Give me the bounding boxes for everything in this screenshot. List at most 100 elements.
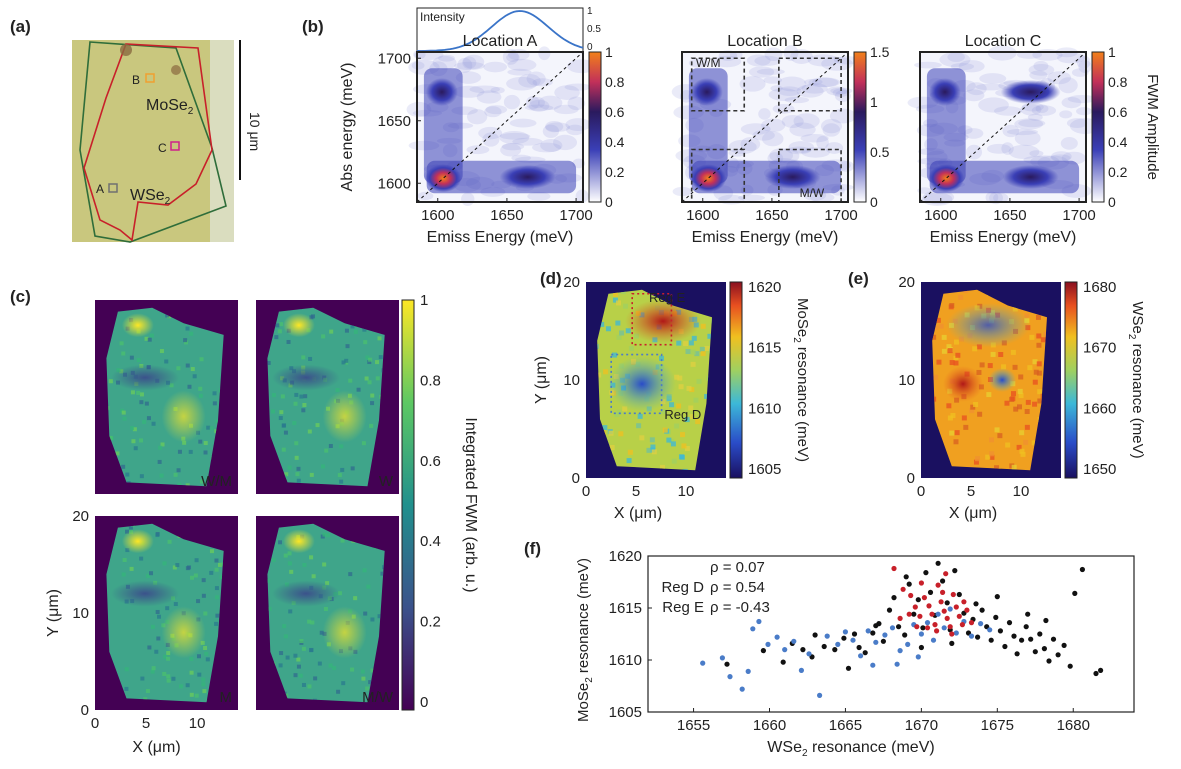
flake-pixel (321, 334, 326, 339)
flake-pixel (682, 468, 688, 471)
flake-pixel (1016, 444, 1022, 450)
y-tick-label: 10 (898, 372, 915, 389)
flake-pixel (700, 351, 706, 357)
scatter-point (924, 620, 931, 626)
region-box (690, 57, 746, 112)
map-texture (1014, 118, 1044, 130)
legend: ρ = 0.07 Reg D ρ = 0.54 Reg E ρ = -0.43 (661, 559, 769, 616)
flake-pixel (1043, 331, 1047, 337)
map-texture (490, 86, 505, 94)
flake-pixel (122, 558, 127, 563)
map-texture (511, 154, 531, 162)
map-texture (553, 134, 578, 151)
scatter-point (947, 624, 953, 630)
flake-pixel (361, 676, 366, 681)
micrograph-edge (210, 40, 234, 242)
map-texture (770, 85, 783, 92)
scatter-point (935, 611, 941, 617)
flake-pixel (660, 409, 666, 415)
flake-pixel (182, 440, 187, 445)
scatter-point (724, 661, 730, 667)
map-texture (1066, 118, 1088, 129)
scatter-point (968, 620, 975, 626)
flake-pixel (637, 413, 643, 419)
region-box (690, 148, 746, 203)
scatter-point (941, 625, 947, 631)
flake-pixel (1037, 398, 1043, 404)
flake-pixel (1010, 396, 1016, 402)
flake-pixel (935, 317, 941, 323)
flake-pixel (287, 561, 292, 566)
inset-tick-label: 1 (587, 6, 593, 17)
integrated-map-4: M/W (256, 516, 399, 710)
map-texture (808, 77, 839, 88)
flake-pixel (214, 586, 219, 591)
flake-pixel (139, 438, 144, 443)
map-texture (1060, 137, 1078, 150)
flake-pixel (139, 392, 144, 397)
map-texture (567, 96, 586, 111)
flake-pixel (115, 451, 120, 456)
flake-pixel (950, 413, 956, 419)
flake-pixel (324, 448, 329, 453)
flake-pixel (671, 458, 677, 464)
y-tick-label: 1605 (609, 704, 642, 721)
colorbar-tick-label: 0.4 (1108, 134, 1128, 150)
flake-pixel (133, 446, 138, 451)
colorbar-tick-label: 1 (870, 94, 878, 110)
map-texture (816, 135, 829, 150)
scatter-point (908, 592, 914, 599)
location-b-square (145, 73, 155, 83)
flake-pixel (146, 573, 151, 578)
flake-pixel (366, 584, 371, 589)
mose2-outline (83, 43, 213, 242)
colorbar-tick-label: 0.5 (870, 144, 890, 160)
map-texture (532, 78, 553, 87)
region-label: W/M (696, 56, 721, 70)
flake-pixel (147, 337, 152, 342)
scatter-point (988, 637, 994, 643)
flake-pixel (149, 571, 154, 576)
x-tick-label: 1650 (755, 207, 788, 224)
flake (106, 523, 224, 703)
low-region (946, 303, 1031, 348)
flake-pixel (203, 611, 208, 616)
flake-pixel (301, 682, 306, 687)
map-texture (1008, 144, 1040, 160)
flake-pixel (121, 572, 126, 577)
map-texture (1027, 113, 1043, 121)
bright-region (161, 606, 206, 659)
high-spot (943, 365, 983, 402)
fwm-map-3: Location C 1600 1650 1700 Emiss Energy (meV)… (907, 33, 1161, 246)
scalebar-label: 10 μm (247, 112, 263, 151)
scatter-point (1079, 566, 1085, 573)
map-label: W/M (201, 473, 232, 490)
scatter-point (842, 629, 849, 635)
flake-pixel (203, 441, 208, 446)
flake-pixel (277, 540, 282, 545)
flake-pixel (277, 329, 282, 334)
flake-pixel (367, 360, 372, 365)
map-texture (507, 58, 537, 71)
flake-pixel (378, 355, 383, 360)
x-axis-label: Emiss Energy (meV) (692, 229, 839, 246)
colorbar-tick-label: 0 (605, 194, 613, 210)
flake-pixel (622, 406, 628, 412)
scatter-point (882, 632, 888, 638)
y-tick-label: 0 (81, 702, 89, 719)
flake-pixel (128, 525, 133, 530)
colorbar-tick-label: 0 (420, 694, 428, 711)
flake-pixel (190, 575, 195, 580)
peak-diagonal (690, 164, 727, 193)
map-texture (508, 48, 530, 61)
colorbar-tick-label: 0.4 (420, 533, 441, 550)
flake (267, 523, 385, 703)
scatter-point (862, 650, 868, 656)
flake-pixel (124, 667, 129, 672)
flake-pixel (281, 447, 286, 452)
flake-pixel (953, 360, 959, 366)
flake-pixel (605, 326, 611, 332)
plot-frame (647, 555, 1135, 713)
scatter-point (900, 586, 906, 592)
flake-pixel (369, 423, 374, 428)
